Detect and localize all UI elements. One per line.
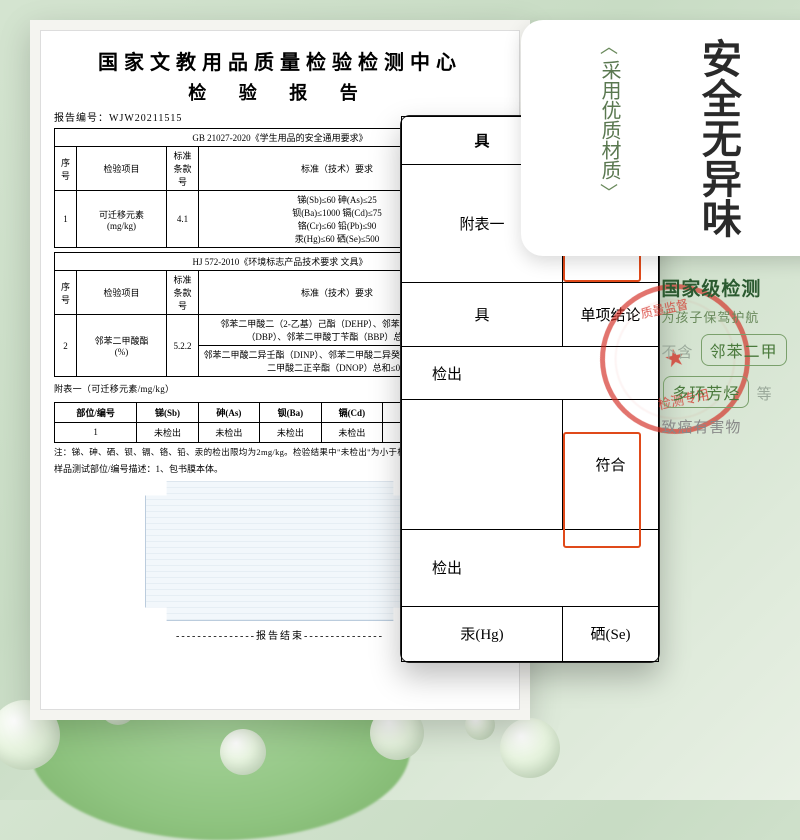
th-item: 检验项目: [77, 147, 167, 191]
r2-clause: 5.2.2: [167, 315, 199, 377]
claims: 国家级检测 为孩子保驾护航 不含 邻苯二甲 多环芳烃 等 致癌有害物: [661, 268, 788, 443]
ac1: 锑(Sb): [137, 402, 198, 422]
ac3: 钡(Ba): [260, 402, 321, 422]
r1-item: 可迁移元素 (mg/kg): [77, 191, 167, 248]
headline: 安全无异味: [695, 38, 740, 238]
th2-item: 检验项目: [77, 271, 167, 315]
claim-test: 国家级检测: [661, 274, 788, 301]
r2-no: 2: [55, 315, 77, 377]
report-subtitle: 检 验 报 告: [54, 79, 506, 105]
marketing-sidebar: ︿ 采用优质材质 ﹀ 安全无异味 国家级检测 为孩子保驾护航 不含 邻苯二甲 多…: [670, 20, 780, 443]
claim-free-suf: 等: [757, 386, 773, 403]
r1-no: 1: [55, 191, 77, 248]
ribbon-text: 采用优质材质: [596, 60, 622, 180]
ar4: 未检出: [321, 422, 382, 442]
th-clause: 标准条款号: [167, 147, 199, 191]
ar1: 未检出: [137, 422, 198, 442]
th-no: 序号: [55, 147, 77, 191]
chevron-up-icon: ︿: [600, 38, 618, 56]
tag-pah: 多环芳烃: [663, 376, 749, 408]
r1-clause: 4.1: [167, 191, 199, 248]
sample-photo: [145, 481, 415, 621]
report-title: 国家文教用品质量检验检测中心: [54, 46, 506, 75]
chevron-down-icon: ﹀: [600, 184, 618, 202]
claim-test-sub: 为孩子保驾护航: [661, 307, 788, 326]
th2-clause: 标准条款号: [167, 271, 199, 315]
headline-pill: ︿ 采用优质材质 ﹀ 安全无异味: [521, 20, 800, 256]
ov-fb: 硒(Se): [563, 606, 659, 661]
highlight-box-2: [563, 432, 641, 548]
th2-no: 序号: [55, 271, 77, 315]
ar0: 1: [55, 422, 137, 442]
claim-free-pre: 不含: [661, 344, 693, 361]
ov-2a: 具: [402, 282, 563, 347]
ar2: 未检出: [198, 422, 259, 442]
ac2: 砷(As): [198, 402, 259, 422]
tag-phthalate: 邻苯二甲: [701, 334, 787, 366]
ac0: 部位/编号: [55, 402, 137, 422]
r2-item: 邻苯二甲酸酯 (%): [77, 315, 167, 377]
ac4: 镉(Cd): [321, 402, 382, 422]
ar3: 未检出: [260, 422, 321, 442]
ov-fa: 汞(Hg): [402, 606, 563, 661]
claim-carcinogen: 致癌有害物: [661, 416, 788, 437]
